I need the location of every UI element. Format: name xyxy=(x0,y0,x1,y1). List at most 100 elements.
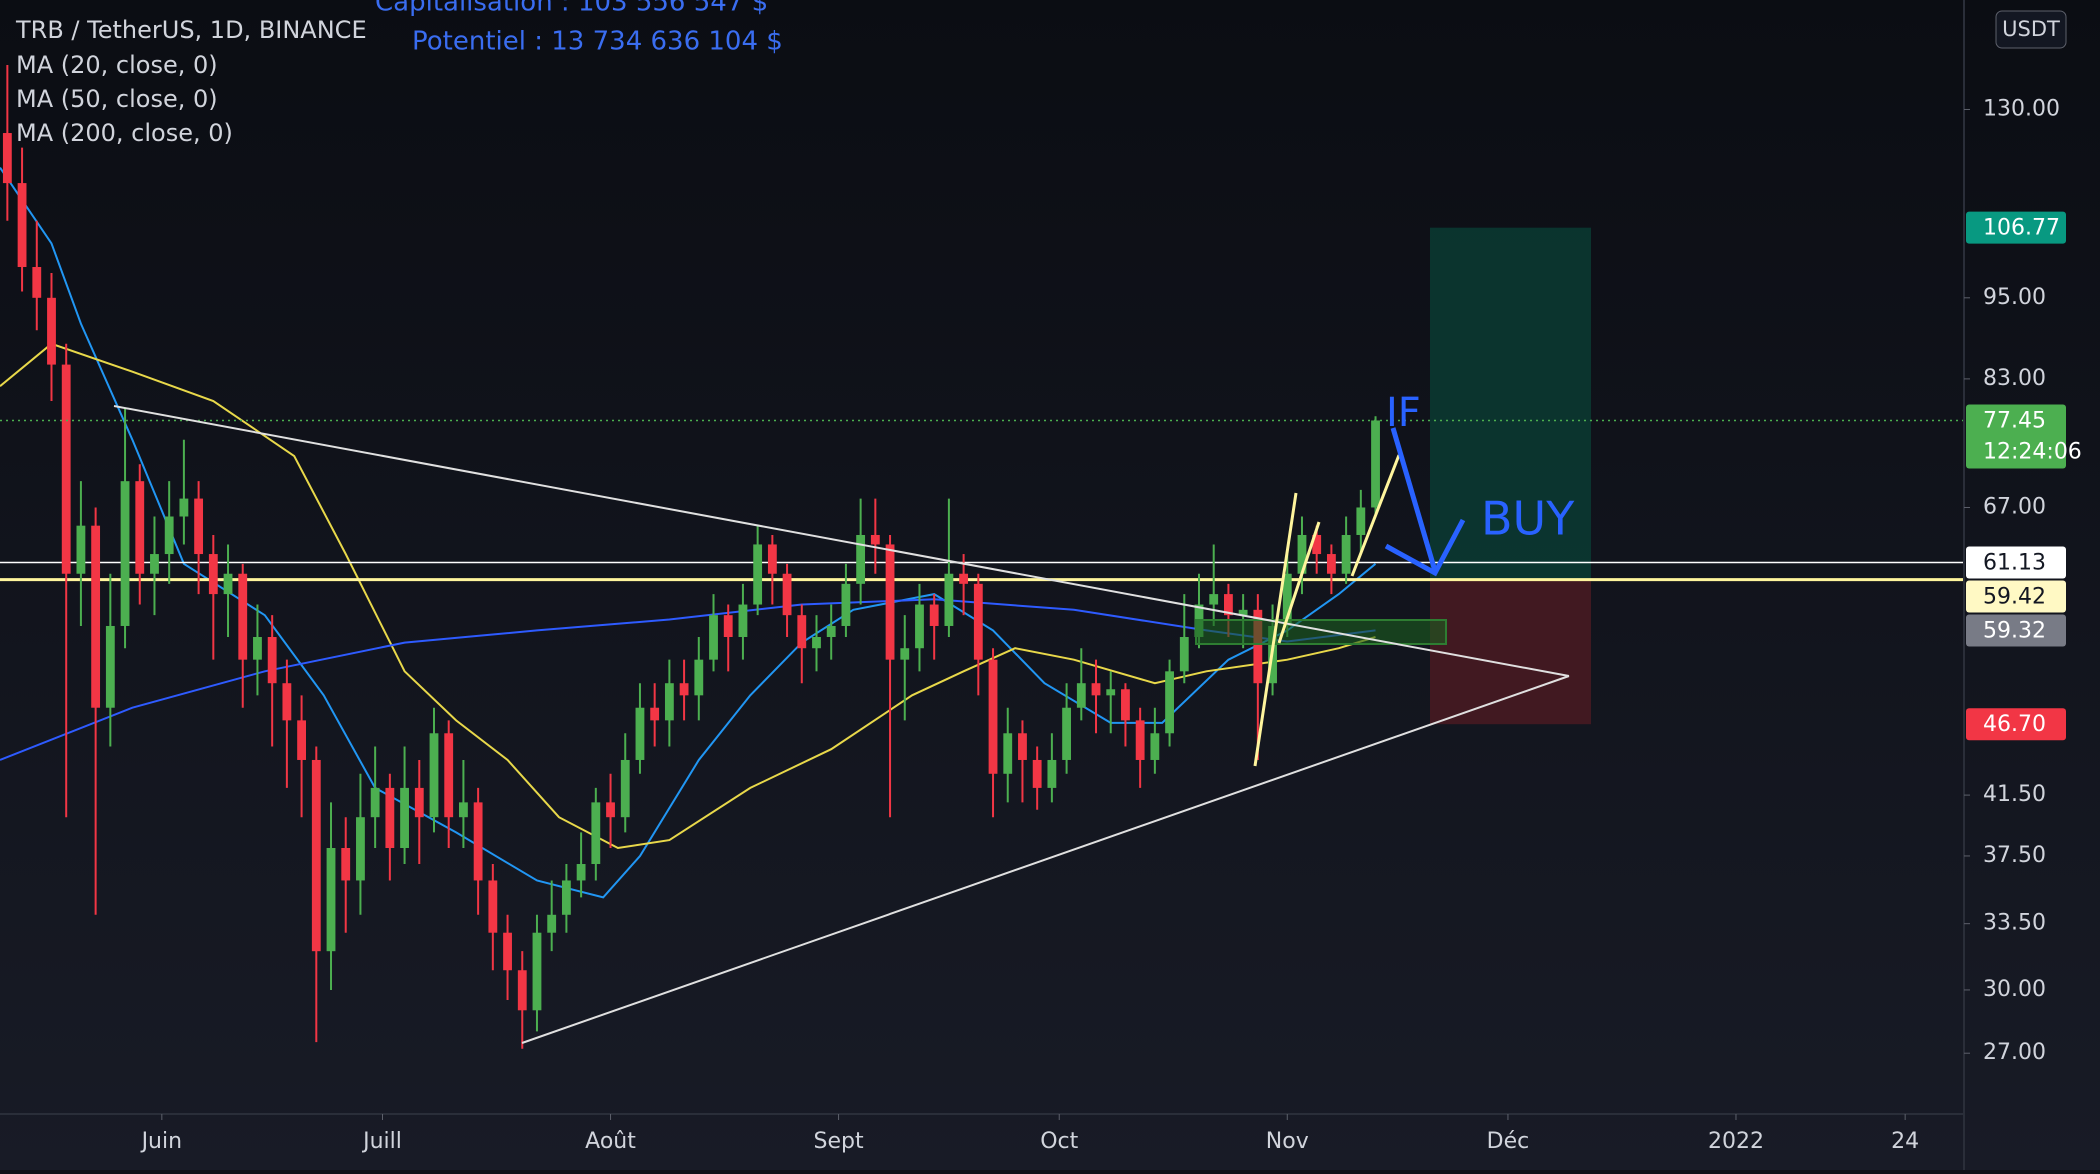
arrow-head xyxy=(1384,518,1466,577)
y-tick-label: 33.50 xyxy=(1983,911,2046,936)
candle-body xyxy=(826,625,836,638)
candle-body xyxy=(929,604,939,626)
price-label: 61.13 xyxy=(1983,551,2046,576)
candle-body xyxy=(208,554,218,595)
candle-body xyxy=(223,573,233,595)
candle-body xyxy=(1224,594,1233,616)
candle-body xyxy=(1091,683,1101,696)
y-tick-label: 41.50 xyxy=(1983,782,2046,807)
annotation: IF xyxy=(1386,390,1421,436)
candle-body xyxy=(547,914,557,933)
y-tick-label: 30.00 xyxy=(1983,977,2046,1002)
candle-body xyxy=(1047,759,1057,788)
y-tick-label: 37.50 xyxy=(1983,843,2046,868)
price-label-box xyxy=(1966,404,2066,469)
candle-body xyxy=(326,847,336,952)
candle-body xyxy=(1121,689,1130,721)
x-tick-label: 2022 xyxy=(1708,1129,1764,1154)
candle-body xyxy=(429,733,439,818)
candle-body xyxy=(179,498,189,517)
candle-body xyxy=(561,880,571,915)
candle-body xyxy=(2,133,12,184)
indicator-legend: MA (50, close, 0) xyxy=(16,85,218,113)
candle-body xyxy=(723,615,733,638)
moving-average xyxy=(0,167,1377,899)
candle-body xyxy=(576,864,586,881)
candle-body xyxy=(620,759,630,818)
y-tick-label: 95.00 xyxy=(1983,285,2046,310)
price-label-box xyxy=(1966,546,2066,579)
candle-body xyxy=(76,525,86,574)
candle-body xyxy=(797,615,807,649)
candle-body xyxy=(17,183,27,268)
candle-body xyxy=(1018,733,1027,760)
y-tick-label: 83.00 xyxy=(1983,366,2046,391)
drawings xyxy=(113,405,1570,1044)
x-tick-label: Juill xyxy=(361,1129,402,1154)
candle-body xyxy=(694,659,704,696)
candle-body xyxy=(664,683,674,721)
x-tick-label: Août xyxy=(585,1129,636,1154)
candle-body xyxy=(856,534,866,584)
candle-body xyxy=(635,707,645,760)
candle-body xyxy=(414,787,424,818)
candle-body xyxy=(1209,594,1219,605)
candle-body xyxy=(194,498,204,555)
candle-body xyxy=(606,802,615,818)
price-label-box xyxy=(1966,614,2066,647)
arrow xyxy=(1390,427,1438,572)
candle-body xyxy=(400,787,409,848)
price-label: 46.70 xyxy=(1983,712,2046,737)
candle-body xyxy=(973,583,983,660)
indicator-legend: MA (20, close, 0) xyxy=(16,51,218,79)
candle-body xyxy=(1179,637,1189,672)
candle-body xyxy=(900,648,910,660)
candle-body xyxy=(1371,420,1380,508)
candle-body xyxy=(135,481,145,574)
candle-body xyxy=(959,573,969,584)
price-label: 77.45 xyxy=(1983,408,2046,433)
candle-body xyxy=(1165,671,1174,734)
candle-body xyxy=(444,733,454,818)
candle-body xyxy=(591,802,601,865)
candle-body xyxy=(91,525,101,708)
wedge-line xyxy=(1277,521,1321,644)
candle-body xyxy=(915,604,924,649)
currency-button-box[interactable] xyxy=(1995,10,2067,49)
candle-body xyxy=(1312,534,1322,555)
candle-body xyxy=(370,787,380,818)
currency-button-label[interactable]: USDT xyxy=(2002,17,2060,41)
candle-body xyxy=(1003,733,1013,774)
candle-body xyxy=(1238,609,1248,616)
x-tick-label: Juin xyxy=(140,1129,183,1154)
candle-body xyxy=(459,802,468,818)
x-tick-label: 24 xyxy=(1891,1129,1919,1154)
candle-body xyxy=(311,759,321,952)
x-tick-label: Oct xyxy=(1040,1129,1078,1154)
candle-body xyxy=(944,573,954,626)
candle-body xyxy=(32,267,42,298)
price-label: 59.32 xyxy=(1983,619,2046,644)
candle-body xyxy=(488,880,498,933)
price-label-box xyxy=(1966,580,2066,613)
trendline xyxy=(521,675,1570,1044)
candle-body xyxy=(1150,733,1160,760)
symbol-title: TRB / TetherUS, 1D, BINANCE xyxy=(15,16,367,44)
candle-body xyxy=(356,817,365,881)
candle-body xyxy=(1062,707,1072,760)
candle-body xyxy=(385,787,395,848)
candle-body xyxy=(1356,507,1366,535)
candle-body xyxy=(1253,609,1263,684)
candle-body xyxy=(1032,759,1042,788)
candle-body xyxy=(1341,534,1351,574)
currency-button[interactable]: USDT xyxy=(1995,10,2067,49)
candle-body xyxy=(885,544,895,660)
price-label-box xyxy=(1966,211,2066,244)
y-tick-label: 130.00 xyxy=(1983,96,2060,121)
zone xyxy=(1195,619,1447,645)
wedge-line xyxy=(1350,454,1401,577)
candle-body xyxy=(238,573,248,660)
candle-body xyxy=(1076,683,1086,708)
candle-body xyxy=(517,970,527,1011)
